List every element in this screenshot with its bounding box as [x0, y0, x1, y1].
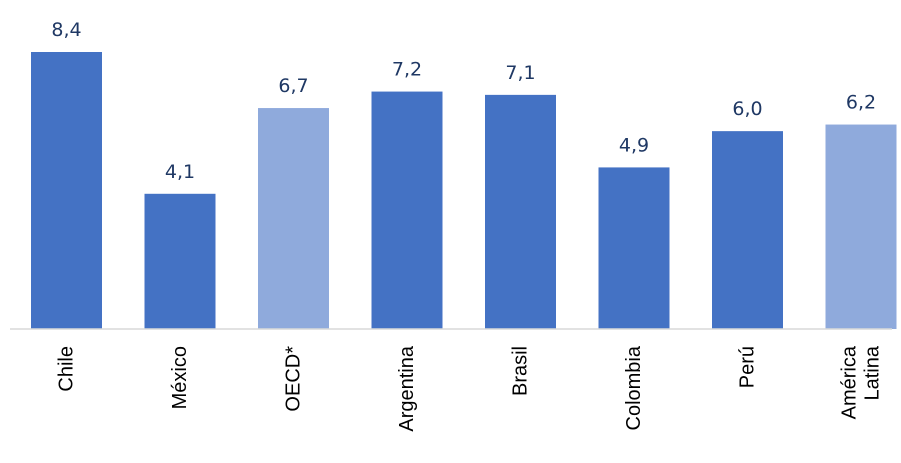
bar — [258, 108, 329, 329]
data-label: 7,1 — [505, 62, 535, 84]
data-label: 6,2 — [846, 92, 876, 114]
x-tick-label: OECD* — [283, 346, 305, 412]
x-tick-label: Latina — [862, 345, 884, 400]
data-label: 7,2 — [392, 59, 422, 81]
data-label: 8,4 — [51, 19, 81, 41]
data-label: 4,1 — [165, 161, 195, 183]
x-tick-label: Perú — [737, 346, 759, 388]
data-label: 4,9 — [619, 134, 649, 156]
bar — [712, 131, 783, 329]
data-label: 6,7 — [278, 75, 308, 97]
bar — [31, 52, 102, 329]
bar — [144, 193, 216, 329]
x-tick-label: Argentina — [396, 345, 418, 431]
x-tick-label: Colombia — [623, 345, 645, 430]
bars-group — [31, 52, 897, 329]
bar — [485, 94, 556, 329]
bar — [598, 167, 670, 329]
data-label: 6,0 — [732, 98, 762, 120]
x-tick-label: América — [839, 345, 861, 419]
x-tick-label: Brasil — [510, 346, 532, 396]
x-tick-label: México — [169, 346, 191, 409]
category-labels-group: Chile México OECD* Argentina Brasil Colombia P… — [56, 345, 884, 432]
value-labels-group: 8,4 4,1 6,7 7,2 7,1 4,9 6,0 6,2 — [51, 19, 876, 183]
bar — [825, 124, 897, 329]
x-tick-label: Chile — [56, 346, 78, 392]
bar — [371, 91, 443, 329]
